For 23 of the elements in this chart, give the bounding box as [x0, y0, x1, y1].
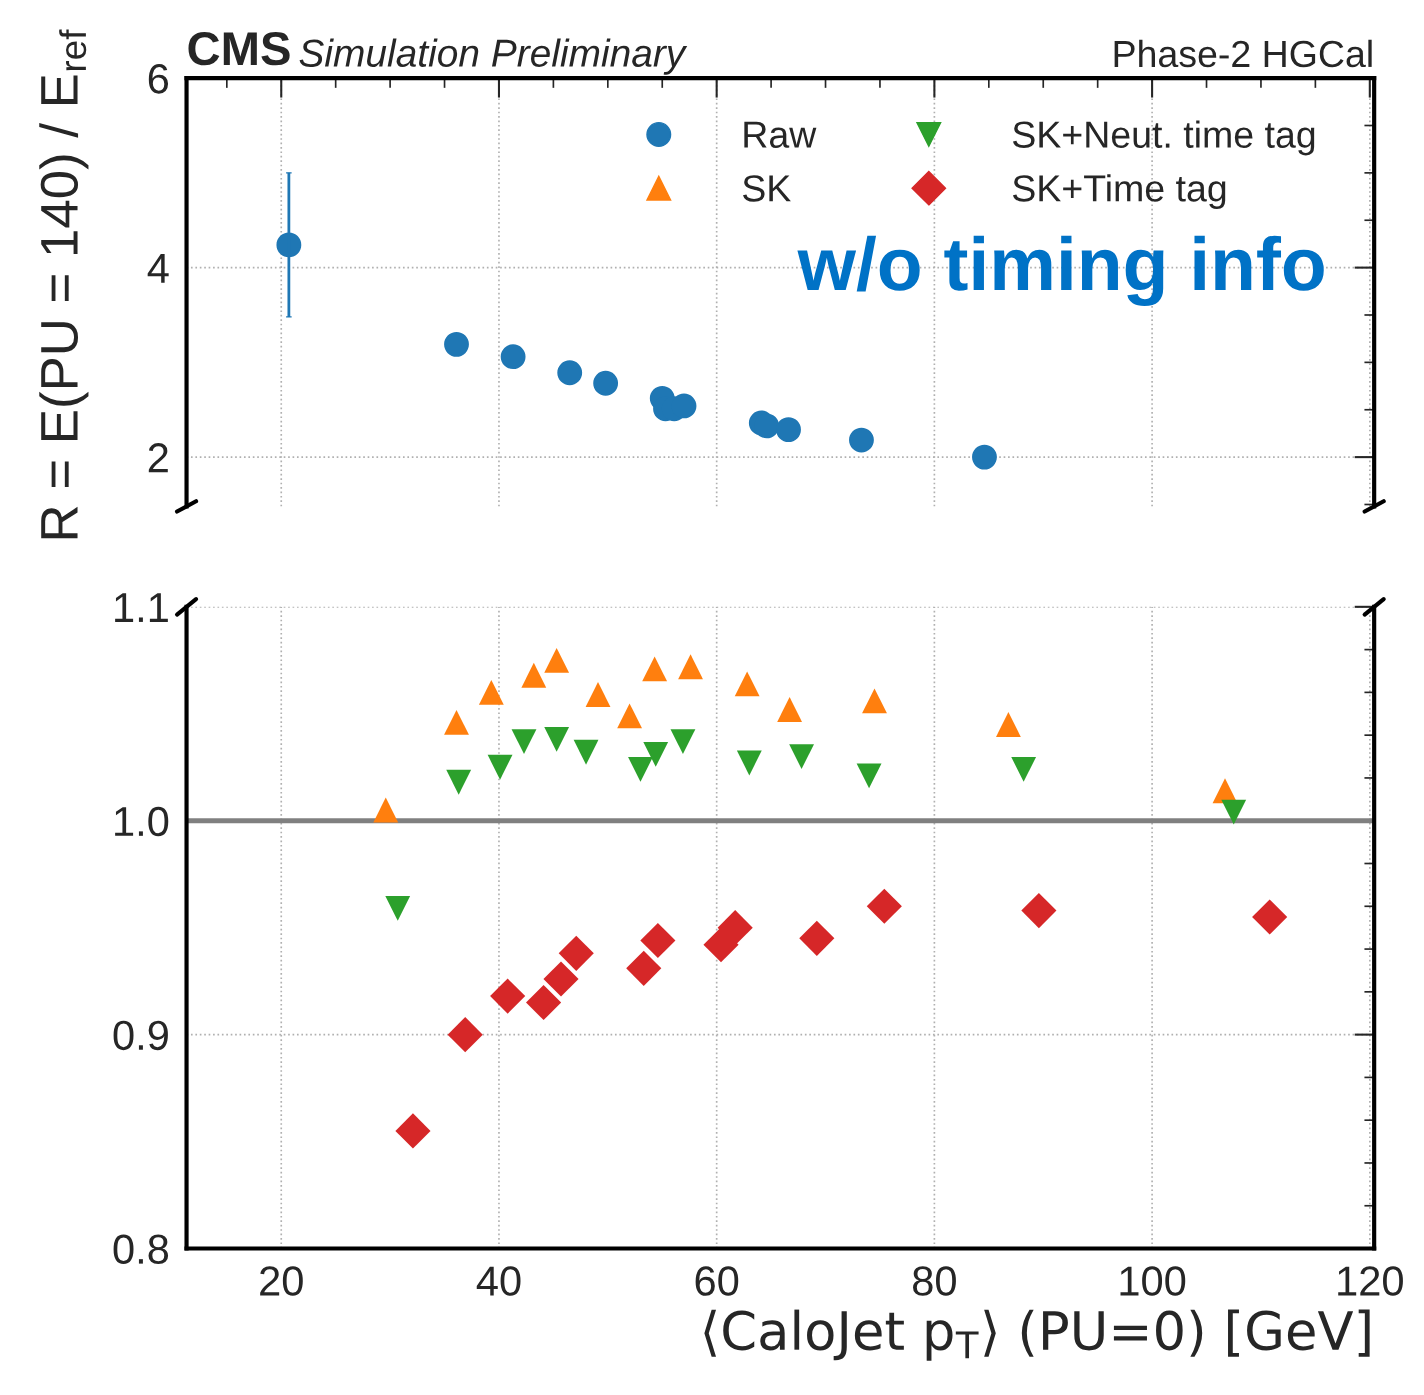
x-tick-label: 60 — [695, 1266, 739, 1296]
y-tick-label: 4 — [147, 254, 169, 283]
y-tick-label: 0.8 — [113, 1234, 169, 1265]
x-tick-label: 40 — [476, 1266, 521, 1296]
y-tick-label: 1.1 — [115, 593, 168, 622]
y-tick-label: 6 — [148, 64, 169, 94]
y-tick-label: 2 — [148, 443, 168, 473]
x-tick-label: 120 — [1338, 1266, 1403, 1296]
x-axis-title: ⟨CaloJet p$_{T}$⟩ (PU=0) [GeV] — [704, 1309, 1370, 1361]
x-tick-label: 80 — [913, 1266, 956, 1296]
y-tick-label: 0.9 — [113, 1020, 168, 1051]
legend-label: SK — [742, 175, 791, 202]
x-tick-label: 100 — [1120, 1266, 1186, 1296]
x-tick-label: 20 — [260, 1266, 303, 1296]
text: Phase-2 HGCal — [1114, 39, 1372, 68]
chart-subtitle: Simulation Preliminary — [299, 38, 688, 75]
y-tick-label: 1.0 — [115, 806, 169, 837]
legend-label: SK+Time tag — [1013, 174, 1226, 210]
legend-label: Raw — [744, 121, 817, 148]
chart-title: CMS — [188, 31, 290, 66]
y-axis-title: R = E(PU = 140) / E$_{ref}$ — [39, 29, 89, 539]
annotation: w/o timing info — [797, 235, 1324, 306]
legend-label: SK+Neut. time tag — [1013, 120, 1315, 156]
